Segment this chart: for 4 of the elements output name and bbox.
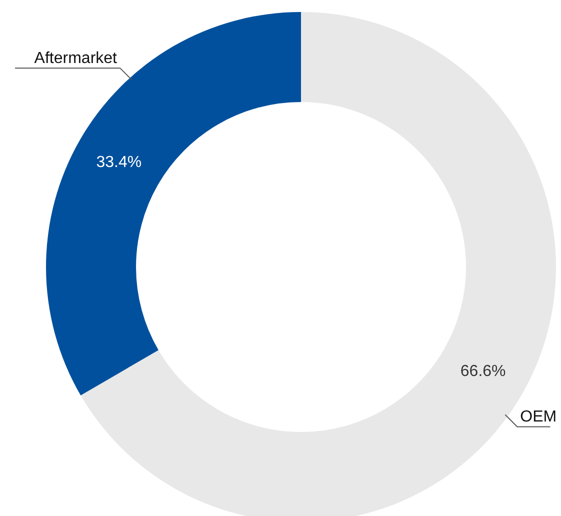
- slice-label: Aftermarket: [34, 50, 118, 68]
- slice-label: OEM: [520, 408, 557, 426]
- data-label: 66.6%: [460, 363, 506, 380]
- data-label: 33.4%: [96, 154, 142, 171]
